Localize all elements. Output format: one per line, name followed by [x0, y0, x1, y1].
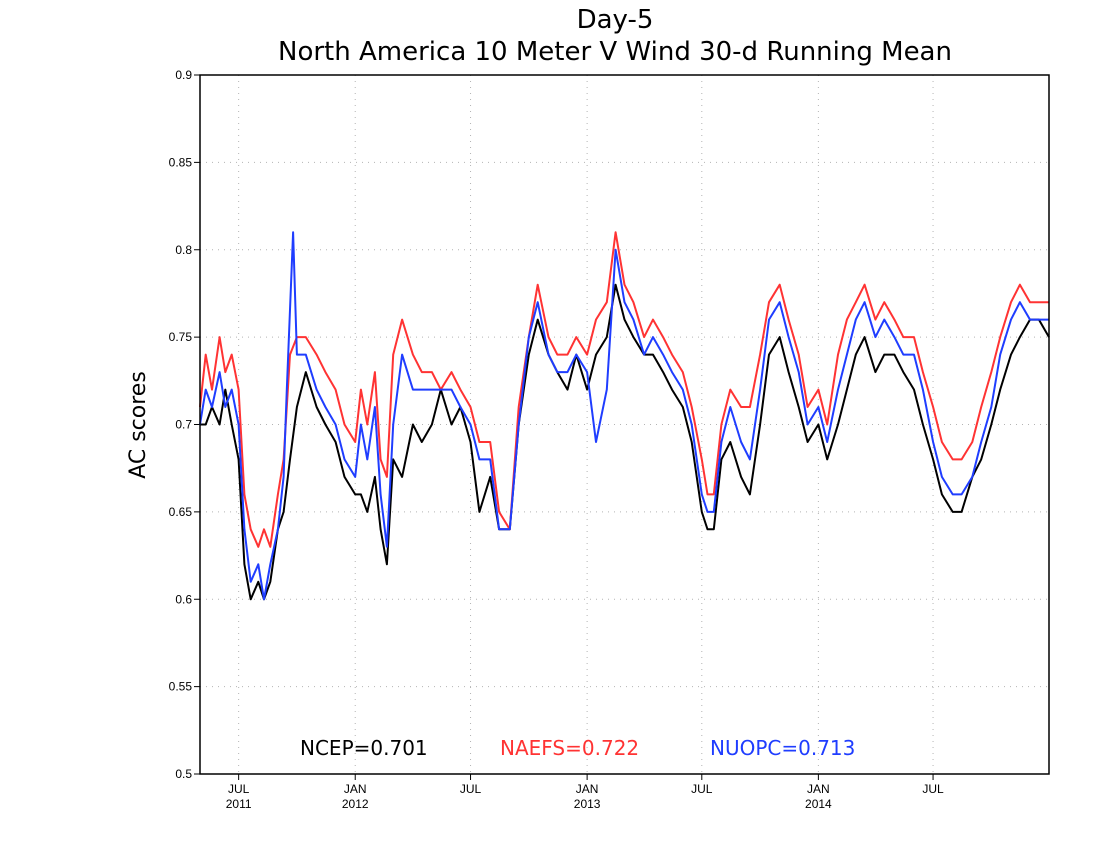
y-tick-label: 0.5 — [175, 767, 192, 781]
y-tick-label: 0.7 — [175, 418, 192, 432]
x-tick-year-label: 2012 — [342, 797, 369, 811]
x-tick-month-label: JUL — [922, 782, 944, 796]
series-lines — [199, 231, 1050, 601]
x-tick-month-label: JUL — [691, 782, 713, 796]
ncep-score-label: NCEP=0.701 — [300, 736, 428, 760]
series-line-ncep — [200, 283, 1050, 601]
y-tick-label: 0.55 — [169, 680, 193, 694]
x-tick-year-label: 2011 — [226, 797, 252, 811]
y-axis-label: AC scores — [126, 371, 151, 479]
x-tick-month-label: JAN — [344, 782, 367, 796]
chart-subtitle: North America 10 Meter V Wind 30-d Runni… — [278, 37, 952, 67]
y-tick-label: 0.6 — [175, 592, 192, 606]
y-tick-label: 0.85 — [169, 155, 193, 169]
y-tick-label: 0.9 — [175, 68, 192, 82]
chart-title: Day-5 — [577, 5, 654, 35]
x-tick-month-label: JAN — [576, 782, 599, 796]
x-tick-year-label: 2014 — [805, 797, 832, 811]
x-tick-month-label: JUL — [460, 782, 482, 796]
y-tick-label: 0.8 — [175, 243, 192, 257]
grid-lines — [200, 75, 1049, 774]
x-tick-year-label: 2013 — [574, 797, 601, 811]
x-tick-month-label: JUL — [228, 782, 250, 796]
nuopc-score-label: NUOPC=0.713 — [710, 736, 855, 760]
plot-frame — [199, 74, 1050, 775]
series-line-naefs — [199, 231, 1049, 548]
naefs-score-label: NAEFS=0.722 — [500, 736, 639, 760]
y-axis-ticks: 0.5 0.55 0.6 0.65 0.7 0.75 0.8 0.85 0.9 — [169, 68, 200, 781]
y-tick-label: 0.75 — [169, 330, 193, 344]
x-tick-month-label: JAN — [807, 782, 830, 796]
series-line-nuopc — [199, 231, 1049, 601]
y-tick-label: 0.65 — [169, 505, 193, 519]
